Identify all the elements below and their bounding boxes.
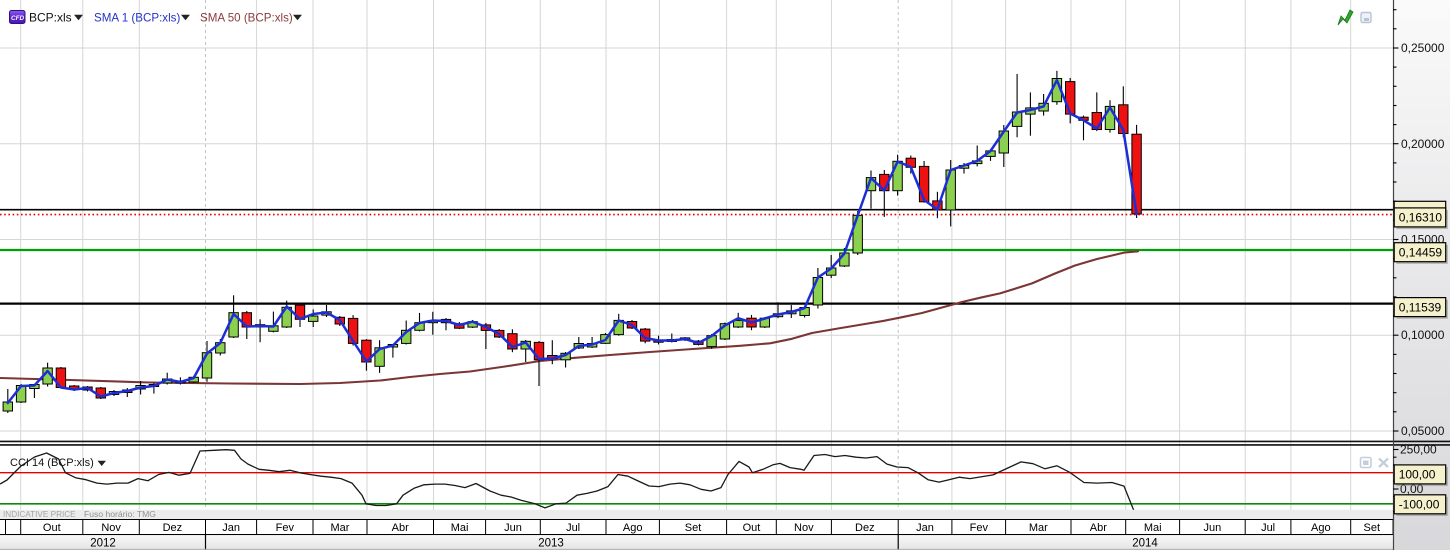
svg-text:INDICATIVE PRICE: INDICATIVE PRICE: [3, 510, 76, 519]
svg-text:Mar: Mar: [1029, 522, 1048, 534]
svg-text:Set: Set: [1364, 522, 1381, 534]
svg-text:Mar: Mar: [331, 522, 350, 534]
svg-text:Abr: Abr: [392, 522, 409, 534]
svg-text:Jun: Jun: [504, 522, 522, 534]
svg-text:Jan: Jan: [916, 522, 934, 534]
svg-text:Out: Out: [743, 522, 761, 534]
svg-text:Out: Out: [43, 522, 61, 534]
svg-text:Nov: Nov: [794, 522, 814, 534]
svg-text:Mai: Mai: [1144, 522, 1162, 534]
svg-text:Ago: Ago: [1311, 522, 1331, 534]
svg-text:2012: 2012: [90, 538, 116, 550]
svg-text:2014: 2014: [1132, 538, 1158, 550]
svg-text:CCI 14 (BCP:xls): CCI 14 (BCP:xls): [10, 457, 94, 469]
svg-text:Jan: Jan: [222, 522, 240, 534]
svg-text:CFD: CFD: [11, 15, 25, 22]
svg-text:Dez: Dez: [855, 522, 875, 534]
svg-text:Jul: Jul: [1261, 522, 1275, 534]
svg-text:Jun: Jun: [1204, 522, 1222, 534]
svg-text:Fev: Fev: [970, 522, 989, 534]
svg-text:SMA 1 (BCP:xls): SMA 1 (BCP:xls): [94, 11, 180, 24]
svg-text:0,14459: 0,14459: [1399, 245, 1443, 259]
svg-text:BCP:xls: BCP:xls: [29, 11, 72, 25]
svg-text:SMA 50 (BCP:xls): SMA 50 (BCP:xls): [200, 11, 293, 24]
svg-text:Jul: Jul: [566, 522, 580, 534]
svg-text:Nov: Nov: [101, 522, 121, 534]
svg-text:Fuso horário: TMG: Fuso horário: TMG: [84, 509, 156, 519]
svg-text:100,00: 100,00: [1399, 468, 1436, 482]
svg-text:0,20000: 0,20000: [1401, 137, 1445, 151]
svg-text:0,16310: 0,16310: [1399, 211, 1443, 225]
svg-text:0,25000: 0,25000: [1401, 41, 1445, 55]
svg-text:0,10000: 0,10000: [1401, 328, 1445, 342]
svg-text:Fev: Fev: [276, 522, 295, 534]
svg-text:Mai: Mai: [451, 522, 469, 534]
svg-text:Dez: Dez: [163, 522, 183, 534]
svg-text:-100,00: -100,00: [1399, 498, 1440, 512]
svg-text:Abr: Abr: [1090, 522, 1107, 534]
svg-text:Set: Set: [685, 522, 702, 534]
svg-text:2013: 2013: [538, 538, 564, 550]
svg-text:0,05000: 0,05000: [1401, 424, 1445, 438]
svg-text:250,00: 250,00: [1400, 443, 1437, 457]
svg-text:Ago: Ago: [623, 522, 643, 534]
svg-text:0,11539: 0,11539: [1399, 300, 1442, 314]
